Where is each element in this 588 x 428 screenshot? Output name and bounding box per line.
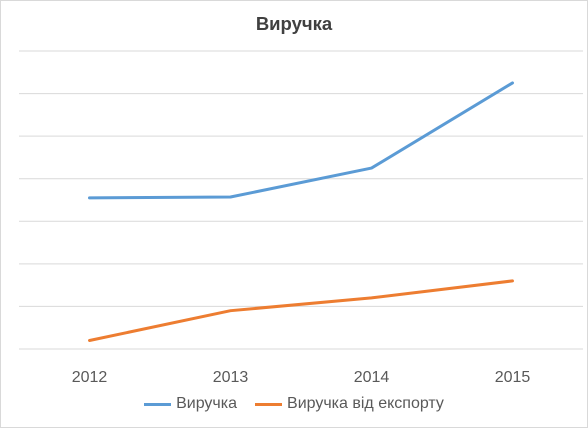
legend-swatch-export-revenue (255, 402, 283, 406)
x-tick-label: 2014 (354, 369, 390, 386)
x-tick-label: 2015 (495, 369, 531, 386)
legend-swatch-revenue (144, 402, 172, 406)
legend-label-export-revenue: Виручка від експорту (287, 395, 444, 412)
legend: Виручка Виручка від експорту (1, 395, 587, 413)
x-tick-label: 2012 (72, 369, 108, 386)
legend-label-revenue: Виручка (176, 395, 238, 412)
series-line-revenue (88, 81, 514, 200)
legend-item-export-revenue: Виручка від експорту (255, 395, 444, 413)
x-tick-label: 2013 (213, 369, 249, 386)
legend-item-revenue: Виручка (144, 395, 237, 413)
chart-title: Виручка (255, 13, 333, 34)
series-line-export-revenue (88, 279, 514, 342)
